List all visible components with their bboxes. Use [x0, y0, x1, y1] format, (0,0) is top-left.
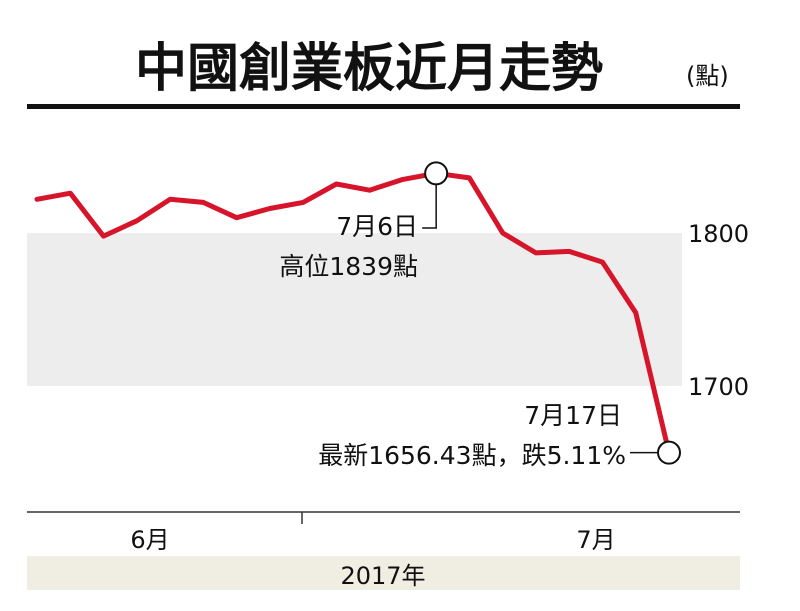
chart-title: 中國創業板近月走勢 [135, 38, 603, 99]
peak-date-label: 7月6日 [336, 212, 418, 241]
x-tick-label: 6月 [130, 526, 169, 554]
latest-date-label: 7月17日 [524, 401, 622, 430]
y-tick-label: 1700 [688, 373, 749, 401]
peak-value-label: 高位1839點 [279, 252, 418, 281]
y-tick-label: 1800 [688, 220, 749, 248]
latest-value-label: 最新1656.43點，跌5.11% [318, 441, 626, 470]
peak-marker [424, 161, 449, 186]
y-axis: 1800 1700 [688, 220, 749, 401]
x-tick-label: 7月 [576, 526, 615, 554]
latest-marker [657, 440, 681, 465]
year-label: 2017年 [340, 562, 425, 590]
annotation-leader [422, 184, 437, 229]
range-band [27, 233, 682, 386]
title-rule [27, 104, 740, 109]
year-band [27, 556, 740, 590]
unit-label: (點) [686, 62, 729, 90]
series-line [34, 170, 672, 456]
x-axis: 6月 7月 [130, 526, 615, 554]
